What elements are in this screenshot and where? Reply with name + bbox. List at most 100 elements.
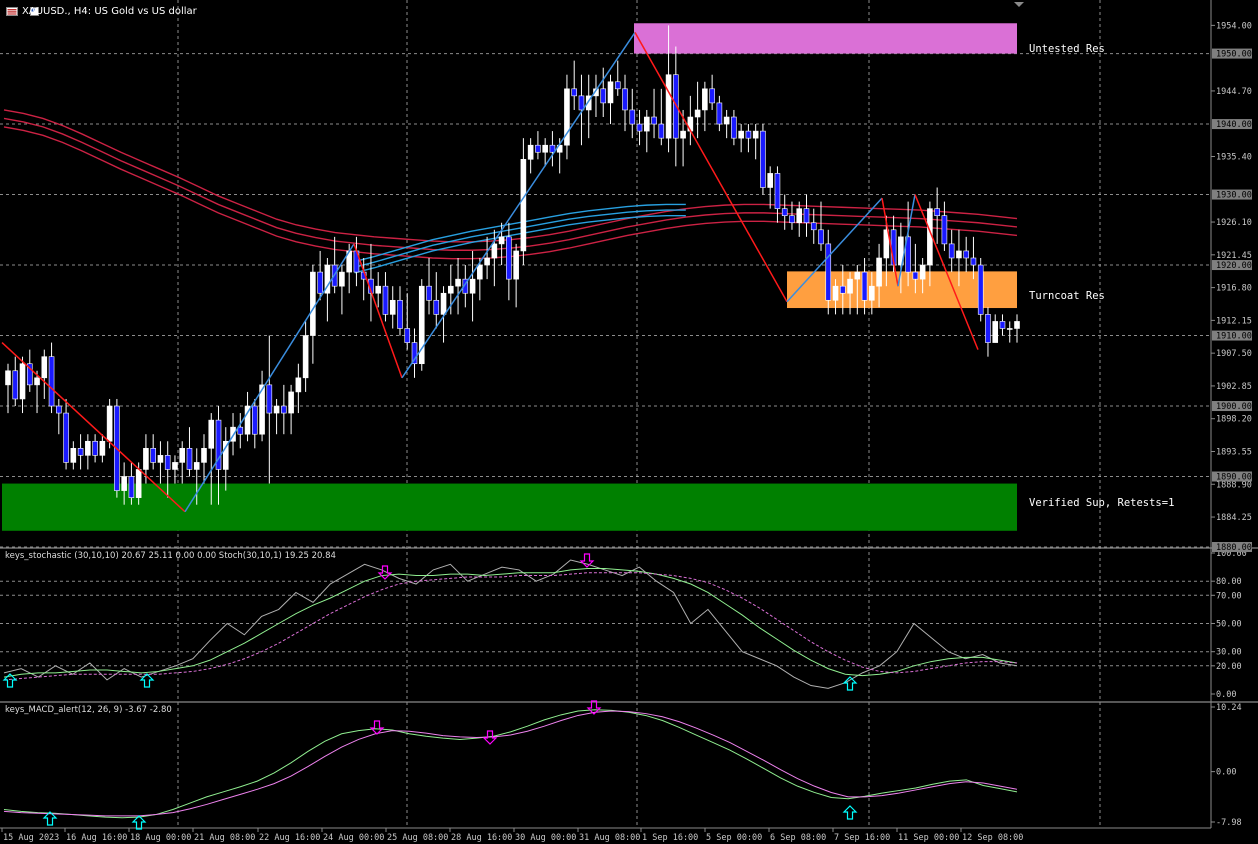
candle[interactable]: [92, 434, 98, 463]
candle[interactable]: [643, 109, 650, 153]
candle[interactable]: [832, 279, 839, 315]
candle[interactable]: [614, 60, 621, 96]
candle[interactable]: [324, 257, 331, 322]
candle[interactable]: [542, 138, 548, 167]
candle[interactable]: [193, 448, 200, 505]
candle[interactable]: [462, 265, 469, 308]
candle[interactable]: [716, 95, 723, 132]
candle[interactable]: [440, 286, 447, 343]
candle[interactable]: [912, 243, 919, 294]
candles-layer[interactable]: [5, 25, 1020, 505]
candle[interactable]: [992, 314, 999, 343]
candle[interactable]: [723, 109, 730, 139]
candle[interactable]: [157, 441, 164, 484]
candle[interactable]: [738, 124, 744, 153]
candle[interactable]: [535, 131, 541, 160]
candle[interactable]: [767, 166, 773, 209]
candle[interactable]: [477, 257, 483, 301]
candle[interactable]: [774, 166, 781, 223]
candle[interactable]: [121, 462, 127, 505]
candle[interactable]: [26, 349, 33, 392]
candle[interactable]: [317, 250, 323, 301]
candle[interactable]: [948, 229, 955, 273]
candle[interactable]: [150, 434, 156, 470]
candle[interactable]: [389, 286, 396, 329]
candle[interactable]: [934, 187, 940, 244]
candle[interactable]: [977, 257, 984, 322]
candle[interactable]: [1014, 314, 1020, 343]
candle[interactable]: [781, 194, 788, 230]
candle[interactable]: [607, 74, 614, 125]
candle[interactable]: [970, 236, 977, 280]
candle[interactable]: [19, 356, 26, 414]
candle[interactable]: [941, 201, 948, 251]
candle[interactable]: [215, 406, 222, 505]
candle[interactable]: [658, 88, 665, 146]
candle[interactable]: [244, 391, 251, 442]
candle[interactable]: [63, 398, 69, 470]
candle[interactable]: [41, 349, 48, 399]
candle[interactable]: [339, 265, 345, 315]
candle[interactable]: [484, 236, 490, 280]
macd-panel[interactable]: 10.24 0.00 -7.98: [3, 700, 1242, 830]
candle[interactable]: [411, 328, 418, 378]
candle[interactable]: [999, 314, 1006, 336]
candle[interactable]: [760, 124, 766, 195]
chart-shift-marker-icon[interactable]: [1014, 2, 1024, 7]
candle[interactable]: [56, 398, 62, 435]
candle[interactable]: [48, 342, 55, 414]
candle[interactable]: [99, 434, 106, 463]
candle[interactable]: [919, 257, 926, 294]
candle[interactable]: [810, 208, 817, 244]
candle[interactable]: [600, 67, 607, 118]
candle[interactable]: [281, 384, 287, 435]
candle[interactable]: [564, 74, 570, 160]
candle[interactable]: [861, 257, 868, 315]
candle[interactable]: [818, 201, 824, 251]
candle[interactable]: [404, 293, 411, 350]
candle[interactable]: [12, 356, 19, 407]
candle[interactable]: [295, 363, 302, 414]
candle[interactable]: [673, 46, 679, 167]
candle[interactable]: [85, 434, 91, 470]
candle[interactable]: [869, 272, 875, 315]
candle[interactable]: [709, 74, 715, 110]
candle[interactable]: [397, 286, 403, 336]
candle[interactable]: [179, 441, 186, 484]
candle[interactable]: [825, 229, 832, 315]
candle[interactable]: [128, 462, 135, 505]
candle[interactable]: [201, 434, 207, 484]
candle[interactable]: [731, 109, 737, 146]
candle[interactable]: [839, 265, 846, 315]
candle[interactable]: [593, 74, 599, 118]
candle[interactable]: [883, 215, 890, 287]
candle[interactable]: [789, 201, 795, 230]
candle[interactable]: [230, 413, 236, 456]
candle[interactable]: [622, 74, 628, 132]
candle[interactable]: [520, 138, 527, 266]
candle[interactable]: [469, 250, 476, 322]
candle[interactable]: [985, 307, 991, 357]
candle[interactable]: [208, 413, 215, 505]
candle[interactable]: [382, 272, 389, 322]
candle[interactable]: [5, 363, 11, 414]
candle[interactable]: [956, 229, 962, 287]
candle[interactable]: [506, 222, 512, 301]
candle[interactable]: [527, 138, 534, 174]
candle[interactable]: [876, 243, 882, 308]
candle[interactable]: [578, 74, 585, 146]
candle[interactable]: [629, 88, 636, 139]
candle[interactable]: [898, 222, 904, 294]
candle[interactable]: [252, 398, 258, 449]
candle[interactable]: [164, 441, 171, 498]
candle[interactable]: [34, 370, 40, 414]
candle[interactable]: [77, 434, 84, 470]
candle[interactable]: [70, 441, 77, 470]
candle[interactable]: [571, 60, 578, 110]
candle[interactable]: [288, 384, 294, 435]
candle[interactable]: [702, 81, 708, 132]
candle[interactable]: [651, 88, 657, 139]
candle[interactable]: [796, 201, 803, 237]
candle[interactable]: [665, 25, 672, 153]
